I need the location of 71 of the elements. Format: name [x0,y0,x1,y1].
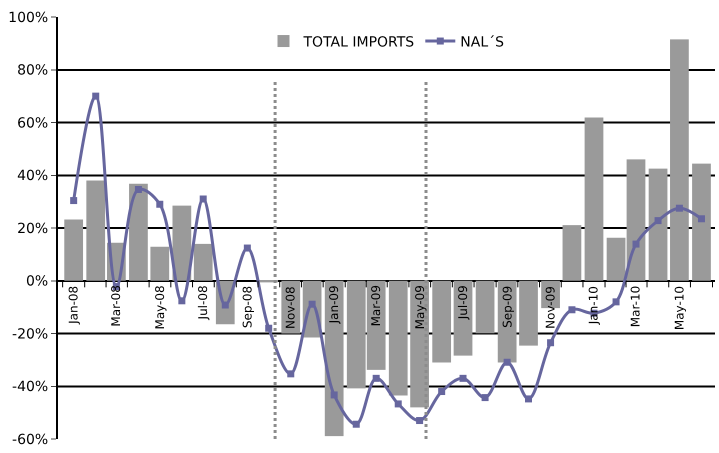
point [265,324,272,332]
bar [670,39,689,281]
bar [172,206,192,281]
point [547,339,554,346]
x-tick-label: Sep-08 [240,286,255,328]
bar [129,184,148,281]
point [394,400,402,408]
x-tick-label: Nov-09 [543,286,558,329]
bar [324,280,344,436]
x-tick-label: Mar-08 [109,285,124,327]
point [330,391,338,398]
x-tick-label: May-09 [412,285,427,330]
point [698,215,705,222]
point [134,186,142,193]
point [482,394,489,402]
bar [150,246,170,281]
y-tick-label: -60% [12,432,48,448]
x-tick-label: Jan-08 [66,286,80,325]
bar [519,280,538,346]
bar [64,220,84,281]
point [178,297,186,304]
x-tick-label: May-10 [672,286,687,330]
point [568,306,576,314]
point [612,298,620,306]
point [352,420,360,428]
bar [584,117,604,281]
point [156,200,164,208]
y-tick-label: -20% [12,326,48,342]
x-tick-label: Jan-10 [586,286,601,326]
point [200,195,207,202]
point [372,374,380,382]
y-tick-label: 80% [17,62,48,79]
bar [562,225,582,281]
point [460,374,467,382]
bar [388,280,408,396]
bar [476,280,494,334]
bar [194,244,213,281]
point [504,358,511,366]
point [92,92,100,100]
bar [86,180,106,281]
x-tick-label: Jul-09 [456,285,470,320]
point [438,388,446,396]
bar [454,280,472,356]
x-tick-label: Mar-10 [628,286,643,328]
legend-label: TOTAL IMPORTS [302,34,414,50]
point [287,370,294,378]
point [70,197,78,204]
y-tick-label: 20% [17,220,48,237]
point [244,244,251,252]
bar [692,164,711,281]
point [222,302,229,309]
bar [432,280,452,363]
x-tick-label: Mar-09 [368,284,383,326]
point [632,240,640,248]
x-tick-label: May-08 [153,285,168,330]
x-tick-label: Sep-09 [500,286,514,328]
legend-label: NAL´S [460,34,504,50]
y-tick-label: 60% [17,115,48,132]
bar [648,168,668,281]
point [416,417,424,424]
point [525,395,532,402]
y-tick-label: 40% [17,168,48,184]
x-tick-label: Jan-09 [326,285,341,324]
y-tick-label: 0% [26,274,48,290]
x-tick-label: Jul-08 [196,285,210,320]
y-tick-label: -40% [12,379,48,396]
point [676,204,683,212]
point [308,300,316,308]
point [654,217,662,224]
y-tick-label: 100% [8,10,48,26]
x-tick-label: Nov-08 [284,286,298,330]
